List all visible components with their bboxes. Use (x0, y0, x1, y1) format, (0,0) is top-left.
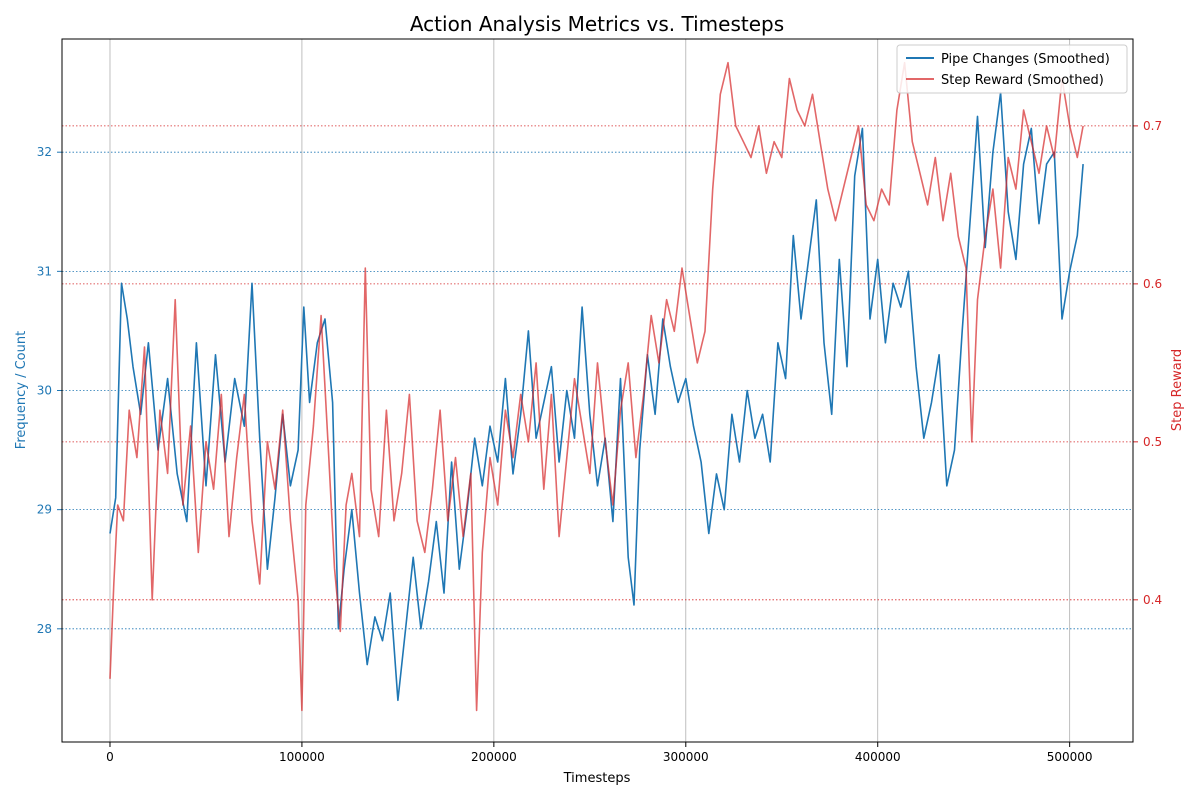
y-right-axis-title: Step Reward (1170, 349, 1185, 431)
legend-label-step-reward: Step Reward (Smoothed) (941, 73, 1104, 88)
y-left-tick-label: 29 (37, 503, 52, 517)
y-left-tick-label: 30 (37, 384, 52, 398)
x-tick-label: 200000 (471, 750, 517, 764)
y-right-tick-label: 0.4 (1143, 593, 1162, 607)
x-tick-label: 0 (106, 750, 114, 764)
axis-layer: 0 100000 200000 300000 400000 500000 28 29 30 31 3… (37, 38, 1162, 764)
legend: Pipe Changes (Smoothed) Step Reward (Smo… (896, 44, 1128, 94)
x-tick-label: 100000 (279, 750, 325, 764)
series-layer (109, 61, 1084, 712)
y-left-tick-label: 28 (37, 622, 52, 636)
y-right-tick-label: 0.6 (1143, 277, 1162, 291)
legend-label-pipe-changes: Pipe Changes (Smoothed) (941, 52, 1110, 67)
x-tick-label: 500000 (1047, 750, 1093, 764)
chart-title: Action Analysis Metrics vs. Timesteps (410, 12, 784, 36)
y-left-tick-label: 32 (37, 145, 52, 159)
y-left-axis-title: Frequency / Count (14, 331, 29, 449)
x-tick-label: 400000 (855, 750, 901, 764)
y-right-tick-label: 0.5 (1143, 435, 1162, 449)
legend-box (896, 44, 1128, 94)
y-right-tick-label: 0.7 (1143, 119, 1162, 133)
series-line-step-reward (109, 61, 1084, 712)
x-axis-title: Timesteps (563, 771, 631, 786)
y-left-tick-label: 31 (37, 264, 52, 278)
plot-frame (61, 38, 1134, 743)
x-tick-label: 300000 (663, 750, 709, 764)
